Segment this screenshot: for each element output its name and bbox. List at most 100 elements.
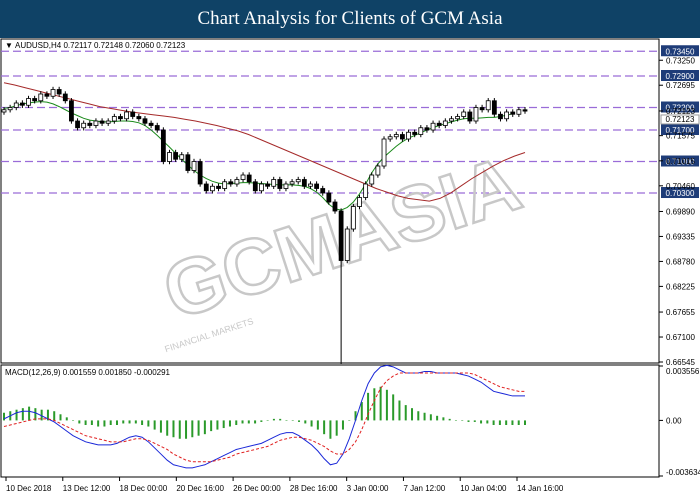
candle-body (430, 122, 436, 131)
candle-body (69, 100, 74, 122)
candle-body (338, 210, 344, 261)
sma-slow-line (3, 82, 526, 202)
resistance-support-levels: 0.73450 0.72900 0.72200 0.71700 0.71000 0.703… (1, 45, 699, 199)
macd-histogram-bar (134, 420, 137, 424)
macd-histogram-bar (141, 420, 144, 425)
macd-histogram-bar (461, 420, 464, 421)
macd-histogram-bar (492, 420, 495, 425)
macd-histogram-bar (72, 420, 75, 421)
candle-body (436, 122, 442, 126)
macd-histogram-bar (178, 420, 181, 439)
price-tick-label: 0.72123 (666, 107, 695, 116)
price-axis: 0.73250 0.72695 0.72123 0.71575 0.71015 0.704… (659, 56, 700, 367)
macd-histogram-bar (360, 402, 363, 421)
chart-title-banner: Chart Analysis for Clients of GCM Asia (0, 0, 700, 38)
candle-body (406, 131, 411, 140)
candle-body (124, 111, 129, 120)
macd-signal-line (3, 372, 525, 463)
candle-body (130, 111, 136, 117)
candle-body (1, 109, 7, 113)
candle-body (271, 179, 277, 187)
macd-axis: 0.003556 0.00 -0.003634 (659, 365, 700, 477)
candle-body (455, 116, 460, 120)
macd-histogram-bar (373, 388, 376, 421)
macd-histogram-bar (122, 420, 125, 424)
candle-body (491, 100, 497, 115)
macd-histogram-bar (28, 406, 31, 421)
macd-histogram-bar (128, 420, 131, 424)
macd-histogram (3, 386, 526, 439)
level-label: 0.72900 (666, 72, 695, 81)
candle-body (142, 118, 148, 124)
candle-body (350, 206, 356, 230)
time-tick-label: 10 Dec 2018 (6, 484, 52, 493)
candle-body (400, 134, 405, 140)
candle-body (13, 102, 19, 108)
macd-histogram-bar (398, 400, 401, 421)
candle-body (234, 179, 240, 185)
level-label-box (661, 155, 699, 167)
current-price-box (660, 114, 700, 125)
macd-histogram-bar (153, 420, 156, 430)
macd-histogram-bar (354, 411, 357, 421)
macd-histogram-bar (323, 420, 326, 435)
candle-body (44, 93, 50, 97)
candle-body (259, 183, 264, 192)
macd-histogram-bar (335, 420, 338, 436)
price-tick-label: 0.68225 (666, 282, 695, 291)
macd-histogram-bar (404, 405, 407, 421)
time-tick-label: 20 Dec 16:00 (176, 484, 224, 493)
price-tick-label: 0.67655 (666, 308, 695, 317)
macd-histogram-bar (517, 420, 520, 425)
time-tick-label: 13 Dec 12:00 (63, 484, 111, 493)
candle-body (185, 154, 191, 171)
price-triangle-icon: ▼ (5, 41, 13, 50)
candle-body (228, 181, 234, 185)
candle-body (87, 122, 93, 126)
candle-body (412, 131, 418, 135)
level-label-box (661, 70, 699, 82)
price-tick-label: 0.72695 (666, 81, 695, 90)
macd-histogram-bar (291, 420, 294, 421)
macd-histogram-bar (235, 420, 238, 425)
candle-body (516, 109, 522, 115)
candle-body (320, 188, 326, 194)
candle-body (369, 174, 375, 185)
time-tick-label: 26 Dec 00:00 (233, 484, 281, 493)
candle-body (265, 183, 270, 187)
price-tick-label: 0.71015 (666, 157, 695, 166)
macd-histogram-bar (84, 420, 87, 425)
level-label: 0.71000 (666, 158, 695, 167)
macd-histogram-bar (341, 420, 344, 430)
level-label: 0.73450 (666, 47, 695, 56)
macd-histogram-bar (392, 394, 395, 421)
macd-histogram-bar (109, 420, 112, 425)
macd-histogram-bar (505, 420, 508, 425)
time-tick-label: 28 Dec 16:00 (290, 484, 338, 493)
macd-histogram-bar (90, 420, 93, 425)
time-tick-label: 3 Jan 00:00 (347, 484, 389, 493)
candle-body (32, 98, 38, 102)
candle-body (424, 127, 430, 131)
candle-body (191, 161, 197, 171)
candle-body (289, 181, 295, 185)
candle-body (105, 120, 111, 124)
level-label: 0.71700 (666, 126, 695, 135)
candle-body (485, 100, 491, 111)
macd-histogram-bar (473, 420, 476, 422)
macd-histogram-bar (448, 418, 451, 421)
macd-pane-header: MACD(12,26,9) 0.001559 0.001850 -0.00029… (5, 368, 171, 377)
macd-histogram-bar (172, 420, 175, 438)
macd-histogram-bar (97, 420, 100, 427)
candle-body (26, 98, 31, 106)
macd-tick-label: 0.00 (666, 416, 682, 425)
macd-histogram-bar (367, 392, 370, 421)
macd-histogram-bar (486, 420, 489, 424)
macd-histogram-bar (216, 420, 219, 430)
price-tick-label: 0.69890 (666, 207, 695, 216)
macd-histogram-bar (3, 412, 5, 421)
macd-histogram-bar (197, 420, 200, 436)
time-tick-label: 7 Jan 12:00 (403, 484, 445, 493)
candle-body (136, 116, 142, 120)
macd-histogram-bar (260, 420, 263, 422)
